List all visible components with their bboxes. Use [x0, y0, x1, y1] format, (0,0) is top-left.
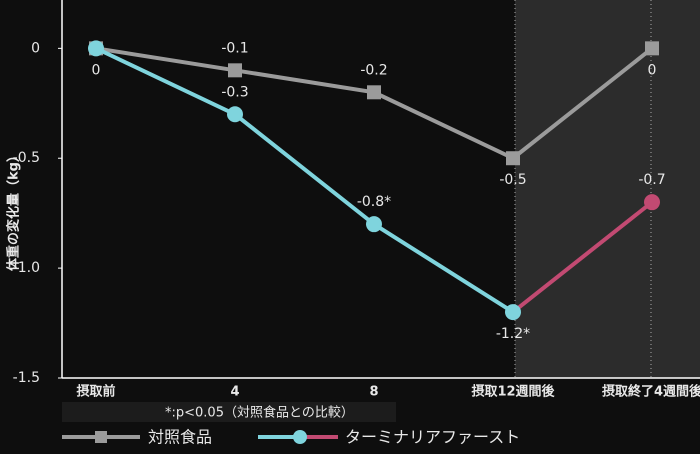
value-label: 0: [92, 62, 101, 78]
marker: [227, 106, 243, 123]
marker: [506, 151, 520, 166]
value-label: -0.2: [360, 62, 387, 78]
follow-up-region: [515, 0, 700, 378]
x-tick-label: 摂取終了4週間後: [602, 384, 700, 400]
marker: [505, 304, 521, 321]
y-tick-label: -0.5: [13, 150, 40, 166]
legend-marker: [95, 431, 107, 443]
marker: [645, 41, 659, 56]
series-line: [95, 46, 515, 314]
value-label: 0: [648, 62, 657, 78]
value-label: -0.1: [221, 40, 248, 56]
footnote-box: [62, 402, 396, 422]
marker: [367, 85, 381, 100]
y-tick-label: 0: [31, 40, 40, 56]
value-label: -0.7: [638, 172, 665, 188]
y-axis-title: 体重の変化量（kg）: [6, 149, 22, 271]
y-tick-label: -1.5: [13, 370, 40, 386]
legend-marker: [293, 430, 307, 444]
y-tick-label: -1.0: [13, 260, 40, 276]
marker: [366, 216, 382, 233]
value-label: -0.3: [221, 84, 248, 100]
value-label: -1.2*: [496, 326, 530, 342]
x-tick-label: 摂取12週間後: [471, 384, 555, 400]
marker: [88, 40, 104, 57]
marker: [228, 63, 242, 78]
x-tick-label: 摂取前: [76, 384, 115, 400]
value-label: -0.8*: [357, 194, 391, 210]
value-label: -0.5: [499, 172, 526, 188]
legend-label: 対照食品: [148, 428, 212, 447]
legend-label: ターミナリアファースト: [345, 428, 520, 447]
series-line-after: [511, 200, 654, 314]
x-tick-label: 8: [369, 385, 378, 400]
footnote: *:p<0.05（対照食品との比較）: [165, 405, 354, 421]
x-tick-label: 4: [230, 385, 239, 400]
marker: [644, 194, 660, 211]
